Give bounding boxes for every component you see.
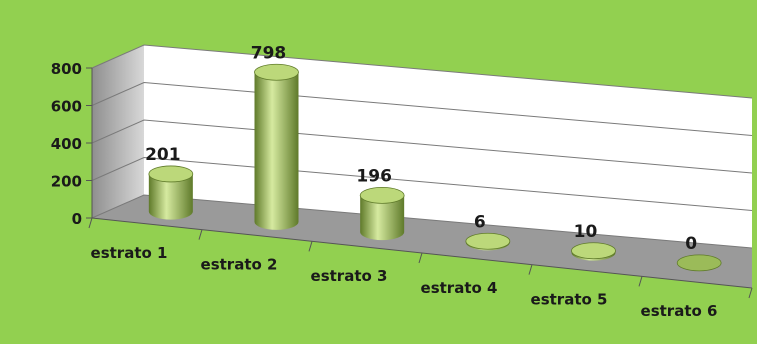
- chart-bars: [148, 63, 722, 272]
- data-label: 798: [251, 43, 287, 63]
- gridline: [91, 156, 753, 211]
- bar-body: [148, 173, 193, 220]
- y-tick-label: 400: [51, 135, 82, 153]
- bar: [254, 63, 299, 230]
- bar-body: [254, 72, 299, 230]
- gridline: [91, 194, 753, 249]
- data-label: 10: [574, 222, 598, 242]
- data-label: 201: [145, 145, 181, 165]
- x-tick-label: estrato 2: [201, 256, 278, 274]
- y-tick-label: 800: [51, 60, 82, 78]
- x-tick-label: estrato 5: [531, 291, 608, 309]
- chart-walls: [92, 45, 752, 288]
- data-label: 196: [356, 166, 392, 186]
- bar: [571, 242, 616, 261]
- x-tick-mark: [638, 276, 643, 287]
- y-tick-label: 200: [51, 173, 82, 191]
- x-tick-label: estrato 6: [641, 302, 718, 320]
- bar-top: [359, 186, 405, 204]
- gridline: [91, 44, 753, 99]
- chart-labels: 0 200 400 600 800 201 estrato 1 798 estrato 2 196…: [51, 43, 718, 320]
- bar-top: [571, 242, 616, 260]
- x-tick-label: estrato 3: [311, 267, 388, 285]
- data-label: 0: [685, 234, 697, 254]
- x-tick-mark: [748, 287, 753, 299]
- x-tick-mark: [528, 264, 533, 275]
- x-tick-label: estrato 4: [421, 279, 498, 297]
- x-tick-mark: [88, 217, 93, 229]
- bar: [676, 254, 722, 272]
- bar-body: [360, 195, 405, 241]
- gridline: [91, 81, 753, 136]
- bar-top: [676, 254, 722, 272]
- data-label: 6: [474, 212, 486, 232]
- x-tick-mark: [308, 241, 313, 252]
- bar-top: [465, 232, 511, 250]
- gridline: [91, 119, 753, 174]
- bar-top: [254, 63, 299, 81]
- y-tick-label: 600: [51, 98, 82, 116]
- bar: [465, 232, 511, 251]
- x-tick-mark: [418, 252, 423, 264]
- chart-axes: [86, 44, 753, 299]
- bar: [359, 186, 405, 241]
- bar-top: [148, 165, 194, 183]
- x-tick-label: estrato 1: [91, 244, 168, 262]
- bar: [148, 165, 194, 220]
- x-tick-mark: [198, 229, 203, 240]
- y-tick-label: 0: [72, 210, 82, 228]
